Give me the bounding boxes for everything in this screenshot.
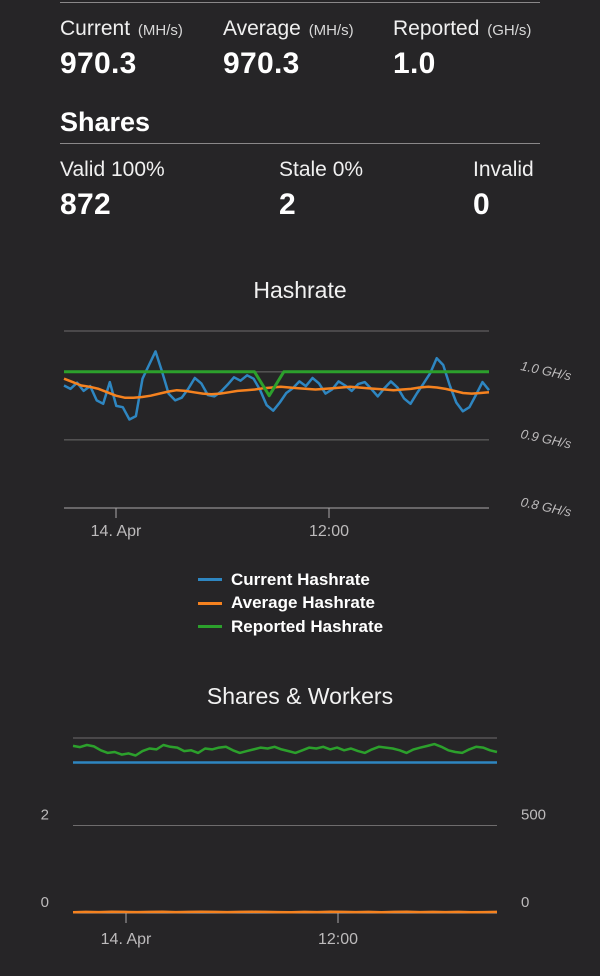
hashrate-y-tick-label: 1.0 GH/s (519, 358, 573, 383)
current-value: 970.3 (60, 47, 137, 80)
legend-average-hashrate[interactable]: Average Hashrate (198, 592, 383, 616)
invalid-shares-stat: Invalid 0 (473, 158, 534, 222)
invalid-value: 0 (473, 188, 490, 221)
legend-average-label: Average Hashrate (231, 593, 375, 613)
average-value: 970.3 (223, 47, 300, 80)
hashrate-series-line-0 (63, 350, 490, 421)
shares-series-orange (72, 910, 498, 914)
current-label: Current (60, 17, 131, 40)
legend-reported-hashrate[interactable]: Reported Hashrate (198, 615, 383, 639)
reported-label: Reported (393, 17, 480, 40)
legend-current-swatch (198, 578, 222, 582)
hashrate-series-line-2 (64, 370, 489, 398)
hashrate-y-tick-label: 0.9 GH/s (519, 426, 573, 451)
hashrate-chart-title: Hashrate (253, 277, 347, 303)
shares-x-tick-label: 14. Apr (101, 931, 152, 948)
hashrate-legend: Current Hashrate Average Hashrate Report… (198, 568, 383, 639)
shares-y-left-tick-label: 0 (41, 894, 49, 911)
hashrate-chart: 1.0 GH/s 0.9 GH/s 0.8 GH/s 14. Apr 12:00 (63, 330, 573, 540)
shares-workers-chart-title: Shares & Workers (206, 683, 394, 709)
average-hashrate-stat: Average (MH/s) 970.3 (223, 17, 354, 81)
shares-divider (60, 143, 540, 144)
top-divider (60, 2, 540, 3)
stale-label: Stale 0% (279, 158, 364, 181)
hashrate-x-tick-label: 12:00 (309, 523, 349, 540)
shares-y-right-tick-label: 500 (521, 807, 546, 824)
stale-value: 2 (279, 188, 296, 221)
shares-y-right-tick-label: 0 (521, 894, 529, 911)
stale-shares-stat: Stale 0% 2 (279, 158, 363, 222)
reported-value: 1.0 (393, 47, 436, 80)
shares-title: Shares (60, 107, 151, 137)
invalid-label: Invalid (473, 158, 534, 181)
reported-hashrate-stat: Reported (GH/s) 1.0 (393, 17, 531, 81)
valid-label: Valid 100% (60, 158, 165, 181)
hashrate-x-tick-label: 14. Apr (91, 523, 142, 540)
legend-current-hashrate[interactable]: Current Hashrate (198, 568, 383, 592)
valid-shares-stat: Valid 100% 872 (60, 158, 165, 222)
hashrate-series-line-1 (63, 377, 490, 399)
valid-value: 872 (60, 188, 111, 221)
shares-y-left-tick-label: 2 (41, 807, 49, 824)
average-label: Average (223, 17, 301, 40)
shares-x-tick-label: 12:00 (318, 931, 358, 948)
legend-average-swatch (198, 601, 222, 605)
legend-reported-swatch (198, 625, 222, 629)
current-unit: (MH/s) (137, 22, 183, 39)
shares-series-green (72, 742, 498, 757)
legend-reported-label: Reported Hashrate (231, 616, 384, 636)
legend-current-label: Current Hashrate (231, 569, 370, 589)
hashrate-y-tick-label: 0.8 GH/s (519, 494, 573, 519)
current-hashrate-stat: Current (MH/s) 970.3 (60, 17, 183, 81)
shares-workers-chart: 2 0 500 0 14. Apr 12:00 (41, 737, 546, 948)
average-unit: (MH/s) (308, 22, 354, 39)
reported-unit: (GH/s) (487, 22, 532, 39)
